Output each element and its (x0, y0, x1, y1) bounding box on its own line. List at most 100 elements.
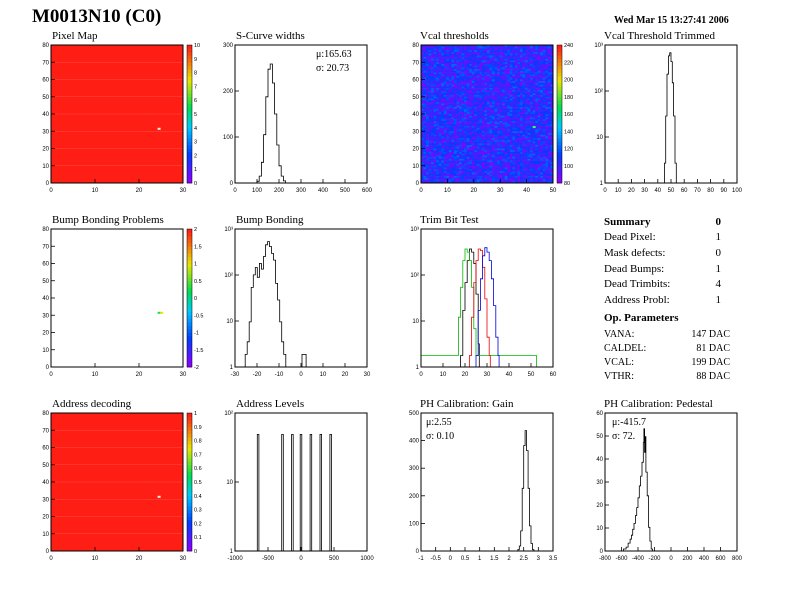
heatmap-cell (537, 132, 541, 135)
heatmap-cell (443, 93, 447, 96)
heatmap-cell (550, 81, 554, 84)
heatmap-cell (497, 67, 500, 70)
heatmap-cell (537, 67, 541, 70)
heatmap-cell (481, 48, 485, 51)
colorbar-segment (557, 72, 562, 77)
heatmap-cell (507, 177, 511, 180)
heatmap-cell (423, 101, 427, 104)
heatmap-cell (550, 174, 554, 177)
heatmap-cell (545, 74, 549, 77)
heatmap-cell (522, 69, 526, 72)
heatmap-cell (509, 119, 513, 122)
heatmap-cell (464, 70, 467, 73)
heatmap-cell (522, 65, 526, 68)
heatmap-cell (499, 150, 503, 153)
heatmap-cell (484, 155, 488, 158)
heatmap-cell (438, 46, 442, 49)
heatmap-cell (456, 129, 460, 132)
heatmap-cell (509, 165, 513, 168)
heatmap-cell (497, 62, 500, 65)
heatmap-cell (476, 86, 480, 89)
heatmap-cell (438, 174, 442, 177)
heatmap-cell (456, 119, 460, 122)
colorbar-segment (557, 89, 562, 94)
heatmap-cell (494, 103, 498, 106)
heatmap-cell (479, 103, 483, 106)
heatmap-cell (469, 110, 473, 113)
heatmap-cell (438, 98, 442, 101)
heatmap-cell (441, 91, 445, 94)
heatmap-cell (494, 63, 498, 66)
heatmap-cell (550, 172, 554, 175)
heatmap-cell (525, 67, 528, 70)
heatmap-cell (464, 84, 467, 87)
heatmap-cell (509, 153, 513, 156)
heatmap-cell (451, 131, 455, 134)
heatmap-cell (530, 139, 533, 142)
heatmap-cell (487, 138, 490, 141)
colorbar-segment (557, 58, 562, 63)
heatmap-cell (476, 53, 480, 56)
heatmap-cell (438, 153, 442, 156)
colorbar-segment (187, 454, 192, 459)
heatmap-cell (499, 148, 503, 151)
heatmap-cell (476, 117, 480, 120)
x-tick-label: 30 (180, 372, 187, 378)
heatmap-cell (426, 107, 429, 110)
heatmap-cell (471, 88, 475, 91)
heatmap-cell (461, 129, 465, 132)
heatmap-cell (471, 45, 475, 48)
heatmap-cell (441, 67, 445, 70)
heatmap-cell (504, 74, 508, 77)
heatmap-cell (509, 177, 513, 180)
heatmap-cell (504, 110, 508, 113)
heatmap-cell (520, 101, 523, 104)
heatmap-cell (545, 174, 549, 177)
heatmap-cell (441, 108, 445, 111)
heatmap-cell (497, 89, 500, 92)
colorbar-segment (557, 93, 562, 98)
heatmap-cell (520, 72, 523, 75)
panel-title-bump-bonding: Bump Bonding (236, 214, 304, 226)
heatmap-cell (443, 58, 447, 61)
heatmap-cell (492, 53, 495, 56)
colorbar-segment (187, 270, 192, 275)
heatmap-cell (461, 70, 465, 73)
heatmap-cell (474, 81, 478, 84)
heatmap-cell (481, 139, 485, 142)
heatmap-cell (550, 45, 554, 48)
heatmap-cell (527, 157, 531, 160)
heatmap-cell (532, 158, 536, 161)
heatmap-cell (461, 69, 465, 72)
heatmap-cell (542, 51, 546, 54)
heatmap-cell (550, 141, 554, 144)
heatmap-cell (497, 103, 500, 106)
heatmap-cell (517, 129, 521, 132)
heatmap-cell (522, 100, 526, 103)
heatmap-cell (481, 108, 485, 111)
heatmap-cell (433, 172, 437, 175)
heatmap-cell (494, 158, 498, 161)
heatmap-cell (520, 62, 523, 65)
heatmap-cell (421, 165, 424, 168)
heatmap-cell (542, 63, 546, 66)
heatmap-cell (537, 69, 541, 72)
y-tick-label: 30 (42, 313, 49, 319)
heatmap-cell (542, 134, 546, 137)
heatmap-cell (438, 86, 442, 89)
heatmap-cell (464, 79, 467, 82)
heatmap-cell (530, 81, 533, 84)
heatmap-cell (542, 91, 546, 94)
heatmap-cell (489, 122, 493, 125)
heatmap-cell (512, 57, 516, 60)
colorbar-segment (187, 51, 192, 56)
heatmap-cell (456, 76, 460, 79)
heatmap-cell (441, 117, 445, 120)
heatmap-cell (454, 105, 457, 108)
heatmap-cell (443, 169, 447, 172)
heatmap-cell (461, 114, 465, 117)
heatmap-cell (504, 158, 508, 161)
heatmap-cell (484, 67, 488, 70)
heatmap-cell (530, 110, 533, 113)
heatmap-cell (466, 74, 470, 77)
